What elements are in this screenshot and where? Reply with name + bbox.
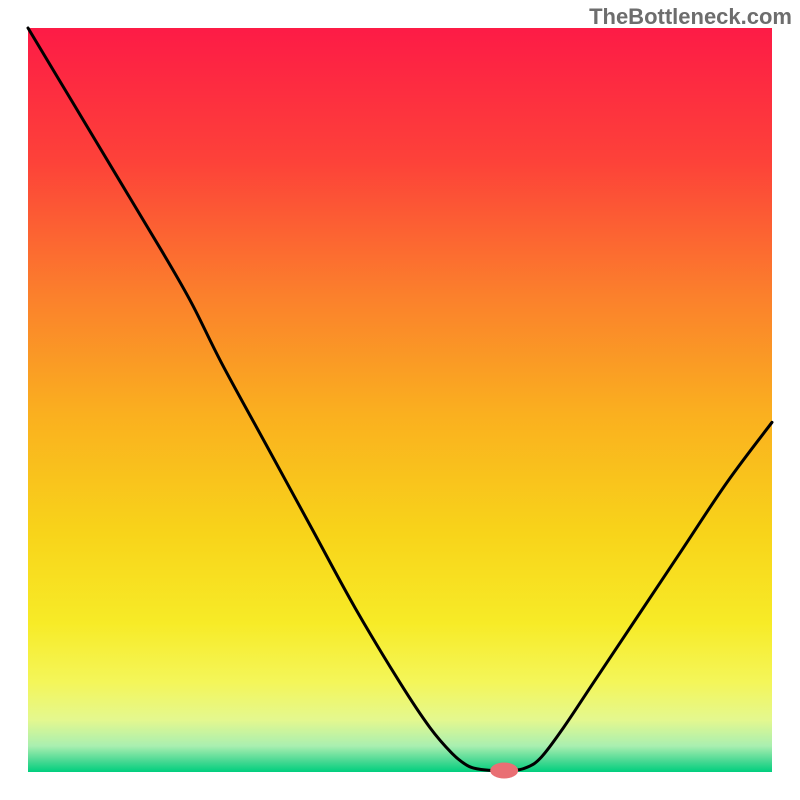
chart-background [28,28,772,772]
watermark-text: TheBottleneck.com [589,4,792,30]
bottleneck-chart [0,0,800,800]
optimal-point-marker [490,763,518,779]
chart-container: TheBottleneck.com [0,0,800,800]
